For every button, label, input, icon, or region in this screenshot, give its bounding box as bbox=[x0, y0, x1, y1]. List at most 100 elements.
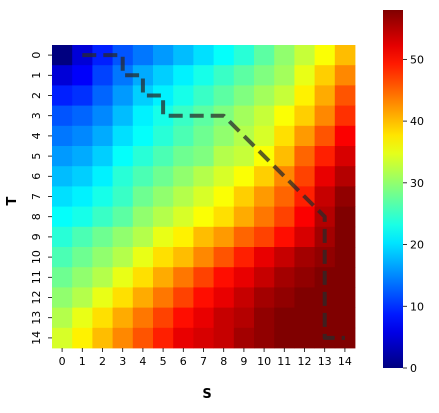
heatmap-cell bbox=[112, 287, 134, 308]
y-tick-label: 7 bbox=[30, 193, 43, 200]
heatmap-cell bbox=[213, 267, 235, 288]
heatmap-cell bbox=[153, 85, 174, 106]
heatmap-cell bbox=[173, 186, 194, 207]
colorbar bbox=[383, 10, 403, 368]
heatmap-cell bbox=[112, 65, 134, 86]
heatmap-cell bbox=[92, 186, 113, 207]
x-tick-label: 8 bbox=[220, 355, 227, 368]
heatmap-cell bbox=[173, 85, 194, 106]
y-tick-label: 2 bbox=[30, 92, 43, 99]
heatmap-cell bbox=[52, 307, 73, 329]
heatmap-cell bbox=[294, 267, 315, 288]
heatmap-cell bbox=[254, 65, 275, 86]
heatmap-cell bbox=[274, 287, 295, 308]
heatmap-cell bbox=[254, 327, 275, 349]
colorbar-tick-label: 40 bbox=[410, 115, 424, 128]
heatmap-cell bbox=[153, 146, 174, 167]
heatmap-cell bbox=[52, 267, 73, 288]
heatmap-cell bbox=[52, 247, 73, 268]
heatmap-cell bbox=[173, 65, 194, 86]
heatmap-cell bbox=[254, 85, 275, 106]
heatmap-cell bbox=[213, 125, 235, 147]
heatmap-cell bbox=[274, 146, 295, 167]
heatmap-cell bbox=[112, 307, 134, 329]
heatmap-cell bbox=[254, 226, 275, 248]
heatmap-cell bbox=[52, 105, 73, 127]
heatmap-cell bbox=[254, 267, 275, 288]
x-axis-ticks: 0 1 2 3 4 5 6 7 8 9 10 11 12 13 14 bbox=[59, 348, 352, 368]
heatmap-cell bbox=[213, 327, 235, 349]
x-tick-label: 2 bbox=[99, 355, 106, 368]
heatmap-cell bbox=[314, 186, 336, 207]
heatmap-cell bbox=[52, 45, 73, 66]
heatmap-cell bbox=[294, 125, 315, 147]
heatmap-cell bbox=[254, 287, 275, 308]
heatmap-cell bbox=[294, 287, 315, 308]
heatmap-cell bbox=[92, 105, 113, 127]
y-tick-label: 8 bbox=[30, 213, 43, 220]
heatmap-cell bbox=[254, 166, 275, 187]
heatmap-cell bbox=[334, 267, 356, 288]
heatmap-cell bbox=[92, 287, 113, 308]
colorbar-tick-label: 0 bbox=[410, 362, 417, 375]
heatmap-cell bbox=[314, 146, 336, 167]
heatmap-cell bbox=[233, 287, 255, 308]
heatmap-cell bbox=[132, 125, 154, 147]
heatmap-cell bbox=[112, 125, 134, 147]
heatmap-cell bbox=[254, 105, 275, 127]
heatmap-cell bbox=[153, 287, 174, 308]
heatmap-cell bbox=[173, 45, 194, 66]
heatmap-cell bbox=[92, 166, 113, 187]
heatmap-cell bbox=[153, 166, 174, 187]
heatmap-cell bbox=[213, 85, 235, 106]
heatmap-cell bbox=[233, 146, 255, 167]
colorbar-ticks: 0 10 20 30 40 50 bbox=[403, 53, 424, 375]
heatmap-cell bbox=[213, 65, 235, 86]
heatmap-cell bbox=[112, 105, 134, 127]
heatmap-cell bbox=[274, 267, 295, 288]
x-tick-label: 11 bbox=[277, 355, 291, 368]
heatmap-cell bbox=[233, 65, 255, 86]
heatmap-cell bbox=[213, 206, 235, 228]
heatmap-cell bbox=[72, 206, 93, 228]
heatmap-cell bbox=[72, 226, 93, 248]
heatmap-cell bbox=[92, 267, 113, 288]
heatmap-cell bbox=[314, 105, 336, 127]
heatmap-cell bbox=[112, 327, 134, 349]
heatmap-cell bbox=[72, 125, 93, 147]
heatmap-cell bbox=[52, 206, 73, 228]
heatmap-cell bbox=[274, 307, 295, 329]
heatmap-cell bbox=[132, 206, 154, 228]
heatmap-cell bbox=[233, 267, 255, 288]
heatmap-cell bbox=[274, 206, 295, 228]
x-tick-label: 5 bbox=[160, 355, 167, 368]
heatmap-cell bbox=[193, 146, 214, 167]
heatmap-cell bbox=[72, 267, 93, 288]
heatmap-cell bbox=[132, 287, 154, 308]
heatmap-cell bbox=[254, 307, 275, 329]
heatmap-cell bbox=[294, 206, 315, 228]
heatmap-cells bbox=[52, 45, 356, 349]
heatmap-cell bbox=[314, 65, 336, 86]
heatmap-cell bbox=[132, 247, 154, 268]
heatmap-cell bbox=[132, 166, 154, 187]
heatmap-cell bbox=[274, 85, 295, 106]
heatmap-cell bbox=[233, 85, 255, 106]
heatmap-cell bbox=[153, 186, 174, 207]
heatmap-cell bbox=[334, 166, 356, 187]
heatmap-cell bbox=[334, 206, 356, 228]
heatmap-cell bbox=[72, 146, 93, 167]
heatmap-cell bbox=[92, 65, 113, 86]
heatmap-cell bbox=[193, 85, 214, 106]
heatmap-cell bbox=[274, 186, 295, 207]
heatmap-cell bbox=[173, 146, 194, 167]
heatmap-cell bbox=[274, 65, 295, 86]
heatmap-cell bbox=[334, 125, 356, 147]
heatmap-cell bbox=[132, 146, 154, 167]
heatmap-cell bbox=[92, 226, 113, 248]
heatmap-cell bbox=[153, 247, 174, 268]
heatmap-cell bbox=[132, 186, 154, 207]
heatmap-cell bbox=[112, 206, 134, 228]
